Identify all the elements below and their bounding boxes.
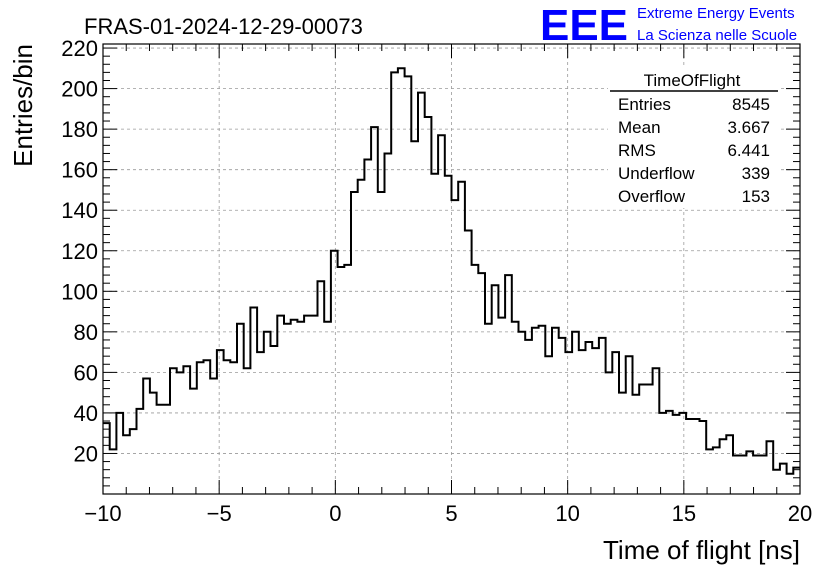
y-tick-label: 160 xyxy=(61,158,98,183)
stats-label: Underflow xyxy=(618,164,695,183)
stats-box-bg xyxy=(608,66,780,208)
x-tick-label: 10 xyxy=(555,501,579,526)
x-tick-label: −10 xyxy=(84,501,121,526)
stats-label: Entries xyxy=(618,95,671,114)
stats-value: 8545 xyxy=(732,95,770,114)
y-tick-label: 40 xyxy=(74,401,98,426)
stats-label: RMS xyxy=(618,141,656,160)
stats-title: TimeOfFlight xyxy=(644,71,741,90)
chart-title: FRAS-01-2024-12-29-00073 xyxy=(84,14,363,39)
x-axis-label: Time of flight [ns] xyxy=(603,535,800,565)
logo-line1: Extreme Energy Events xyxy=(637,5,795,22)
x-tick-label: 15 xyxy=(672,501,696,526)
y-tick-label: 100 xyxy=(61,279,98,304)
x-tick-label: 0 xyxy=(329,501,341,526)
y-axis-label: Entries/bin xyxy=(8,44,38,167)
y-tick-label: 220 xyxy=(61,36,98,61)
eee-logo: EEE Extreme Energy Events La Scienza nel… xyxy=(540,1,797,50)
logo-line2: La Scienza nelle Scuole xyxy=(637,27,797,44)
stats-value: 3.667 xyxy=(727,118,770,137)
histogram-line xyxy=(103,67,800,475)
y-tick-label: 20 xyxy=(74,441,98,466)
y-tick-label: 200 xyxy=(61,77,98,102)
y-tick-label: 180 xyxy=(61,117,98,142)
logo-text: EEE xyxy=(540,1,628,50)
y-tick-label: 120 xyxy=(61,239,98,264)
grid-lines xyxy=(103,44,800,494)
x-tick-label: 5 xyxy=(445,501,457,526)
y-tick-label: 80 xyxy=(74,320,98,345)
stats-value: 153 xyxy=(742,187,770,206)
stats-label: Overflow xyxy=(618,187,686,206)
stats-label: Mean xyxy=(618,118,661,137)
stats-value: 339 xyxy=(742,164,770,183)
axis-ticks xyxy=(102,44,801,494)
x-tick-label: 20 xyxy=(788,501,812,526)
x-tick-labels: −10 −5 0 5 10 15 20 xyxy=(84,501,812,526)
y-tick-label: 140 xyxy=(61,198,98,223)
x-tick-label: −5 xyxy=(207,501,232,526)
y-tick-labels: 20 40 60 80 100 120 140 160 180 200 220 xyxy=(61,36,98,466)
stats-rows: Entries 8545 Mean 3.667 RMS 6.441 Underflow 339… xyxy=(618,95,770,206)
y-tick-label: 60 xyxy=(74,360,98,385)
stats-value: 6.441 xyxy=(727,141,770,160)
stats-box: TimeOfFlight Entries 8545 Mean 3.667 RMS 6.44… xyxy=(608,66,780,208)
